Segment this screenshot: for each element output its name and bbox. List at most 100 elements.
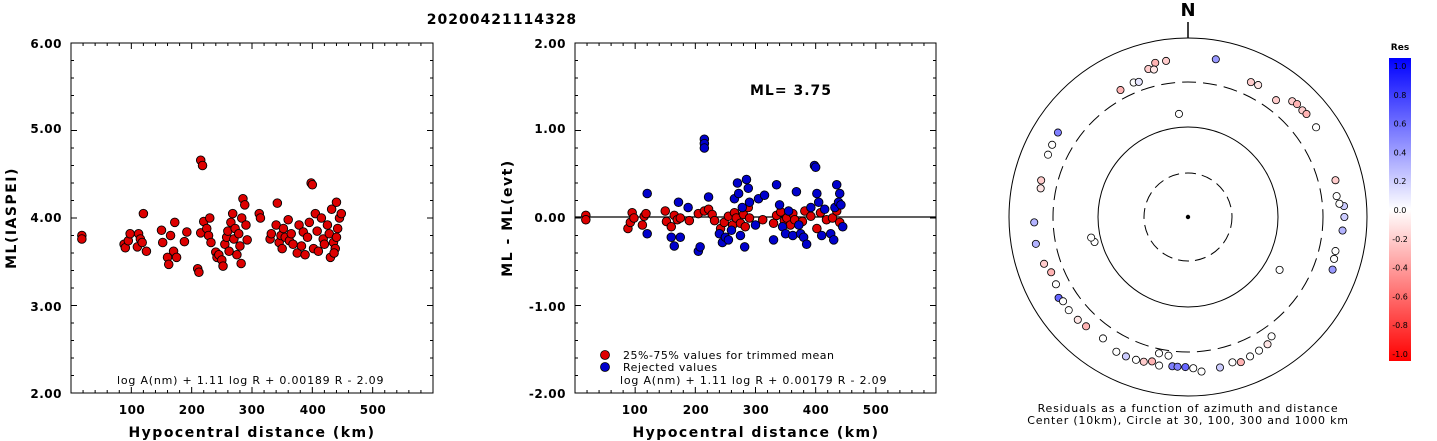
station-residual-point	[1293, 100, 1302, 109]
station-residual-point	[1173, 362, 1182, 371]
ml-station-point	[138, 208, 149, 219]
ml-station-point	[300, 249, 310, 260]
rejected-value-point	[695, 242, 705, 252]
ml-station-point	[170, 217, 180, 228]
station-residual-point	[1112, 347, 1121, 356]
ml-station-point	[218, 261, 228, 271]
ml-station-point	[197, 160, 208, 171]
rejected-value-point	[834, 188, 845, 199]
station-residual-point	[1215, 363, 1224, 372]
ring-100km	[1097, 126, 1279, 308]
axis-ticks-middle	[574, 42, 937, 394]
station-residual-point	[1149, 65, 1158, 74]
trimmed-value-point	[641, 208, 651, 219]
station-residual-point	[1151, 58, 1160, 67]
ml-station-point	[329, 248, 339, 258]
rejected-value-point	[675, 232, 686, 242]
colorbar-tick-label: -0.2	[1392, 235, 1408, 244]
rejected-value-point	[791, 186, 802, 197]
rejected-value-point	[812, 188, 822, 199]
station-residual-point	[1255, 346, 1264, 355]
ml-station-point	[332, 223, 343, 234]
station-residual-point	[1328, 265, 1337, 274]
azimuth-residual-panel: N Residuals as a function of azimuth and…	[1008, 0, 1368, 427]
colorbar-tick-label: -1.0	[1392, 350, 1408, 359]
polar-caption-line1: Residuals as a function of azimuth and d…	[1038, 402, 1339, 415]
station-residual-point	[1211, 55, 1220, 64]
colorbar-tick-labels: 1.0 0.8 0.6 0.4 0.2 0.0 -0.2 -0.4 -0.6 -0.8 -1.0	[1392, 62, 1408, 359]
ml-station-point	[313, 246, 324, 256]
x-tick-label: 400	[300, 403, 327, 417]
station-residual-point	[1031, 239, 1040, 248]
rejected-value-point	[810, 162, 821, 172]
ml-station-point	[157, 237, 168, 248]
ml-station-point	[125, 228, 135, 239]
ml-iaspei-panel: 6.00 5.00 4.00 3.00 2.00 100 200 300 400…	[4, 37, 434, 441]
rejected-value-point	[732, 178, 743, 188]
ml-station-point	[240, 200, 250, 210]
rejected-value-point	[836, 200, 846, 210]
rejected-value-point	[642, 228, 652, 239]
station-residual-point	[1246, 352, 1255, 361]
trimmed-value-point	[581, 214, 591, 225]
ml-station-point	[242, 235, 252, 245]
colorbar-gradient	[1389, 58, 1411, 361]
colorbar-title: Res	[1391, 43, 1409, 53]
rejected-value-point	[723, 235, 734, 245]
x-tick-labels-left: 100 200 300 400 500	[119, 403, 386, 417]
station-residual-point	[1246, 78, 1255, 87]
rejected-value-point	[673, 197, 684, 207]
station-residual-point	[1330, 254, 1339, 263]
station-residual-point	[1098, 334, 1107, 343]
ml-station-point	[277, 243, 287, 254]
ml-station-point	[171, 252, 182, 263]
station-residual-point	[1053, 128, 1062, 137]
ml-station-point	[288, 239, 298, 249]
ml-station-point	[179, 236, 190, 247]
x-tick-labels-middle: 100 200 300 400 500	[622, 403, 889, 417]
station-residual-point	[1197, 367, 1206, 376]
ring-30km	[1143, 172, 1233, 262]
ml-station-point	[77, 234, 87, 244]
points-middle	[581, 134, 848, 256]
station-residual-point	[1275, 265, 1284, 274]
rejected-value-point	[750, 220, 761, 230]
station-residual-point	[1073, 315, 1082, 324]
x-tick-label: 100	[119, 403, 146, 417]
colorbar-tick-label: -0.8	[1392, 321, 1408, 330]
station-residual-point	[1121, 352, 1130, 361]
station-residual-point	[1051, 280, 1060, 289]
station-residual-point	[1147, 357, 1156, 366]
legend-label-trimmed: 25%-75% values for trimmed mean	[623, 349, 835, 362]
rejected-value-point	[726, 225, 737, 235]
rejected-value-point	[774, 200, 785, 210]
rejected-value-point	[743, 183, 754, 193]
rejected-value-point	[831, 179, 842, 190]
colorbar-tick-label: 1.0	[1394, 62, 1407, 71]
ml-station-point	[326, 204, 337, 214]
station-residual-point	[1036, 184, 1045, 193]
trimmed-value-point	[827, 213, 838, 223]
points-left	[77, 155, 347, 278]
ml-residual-panel: 2.00 1.00 0.00 -1.00 -2.00 100 200 300 4…	[500, 37, 937, 441]
trimmed-value-point	[637, 220, 648, 230]
y-tick-label: 1.00	[534, 122, 566, 136]
rejected-value-point	[771, 179, 782, 190]
station-residual-point	[1263, 340, 1272, 349]
rejected-value-point	[683, 202, 693, 213]
station-residual-point	[1189, 364, 1198, 373]
station-residual-point	[1087, 233, 1096, 242]
ml-station-point	[165, 230, 176, 241]
station-residual-point	[1267, 332, 1276, 341]
rejected-value-point	[703, 192, 714, 202]
epicenter-marker	[1185, 214, 1191, 220]
x-tick-label: 300	[743, 403, 770, 417]
station-residual-point	[1164, 351, 1173, 360]
station-residual-point	[1331, 176, 1340, 185]
colorbar-tick-label: 0.0	[1394, 206, 1407, 215]
colorbar-tick-label: 0.2	[1394, 177, 1407, 186]
ml-station-point	[205, 213, 215, 223]
ml-station-point	[283, 214, 293, 225]
ml-station-point	[224, 246, 234, 256]
y-tick-labels-left: 6.00 5.00 4.00 3.00 2.00	[30, 37, 61, 401]
